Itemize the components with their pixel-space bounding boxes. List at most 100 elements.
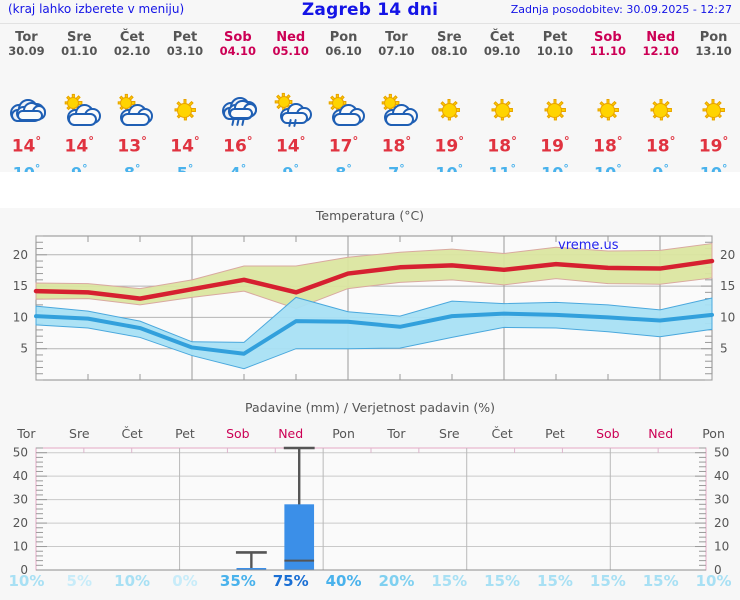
precipitation-probability-value: 15% [431, 572, 468, 590]
day-column: Sre 08.10 [423, 24, 476, 58]
header-divider [0, 23, 740, 24]
day-column: Tor 30.09 [0, 24, 53, 58]
day-name: Pet [542, 30, 568, 45]
sunny-icon [692, 94, 736, 130]
day-name: Ned [276, 30, 306, 45]
location-hint: (kraj lahko izberete v meniju) [8, 2, 185, 16]
temperature-plot: 5 5 10 10 15 15 20 20 [13, 235, 735, 381]
sunny-icon [586, 94, 630, 130]
precipitation-probability-row: 10% 5% 10% 0% 35% 75% 40% 20% 15% 15% 15% 15% 15% 10% [0, 572, 740, 596]
partly-cloudy-icon [374, 94, 418, 130]
day-date: 10.10 [536, 44, 574, 58]
svg-text:20: 20 [13, 516, 28, 530]
weather-icon-cell [423, 92, 476, 132]
svg-text:5: 5 [720, 342, 728, 356]
precipitation-chart: Padavine (mm) / Verjetnost padavin (%) T… [0, 400, 740, 600]
svg-text:20: 20 [13, 248, 28, 262]
day-date: 01.10 [61, 44, 98, 58]
precipitation-probability-value: 15% [589, 572, 626, 590]
precipitation-probability-value: 35% [219, 572, 256, 590]
day-column: Sre 01.10 [53, 24, 106, 58]
precipitation-probability-value: 15% [642, 572, 679, 590]
day-date: 07.10 [378, 44, 415, 58]
precipitation-chart-title: Padavine (mm) / Verjetnost padavin (%) [245, 400, 495, 415]
svg-text:0: 0 [714, 563, 722, 577]
weather-icon-cell [581, 92, 634, 132]
svg-text:20: 20 [720, 248, 735, 262]
page-header: (kraj lahko izberete v meniju) Zagreb 14… [0, 0, 740, 22]
precipitation-day-label: Pon [332, 426, 355, 441]
max-temperature-value: 14° [275, 134, 306, 157]
svg-text:15: 15 [13, 279, 28, 293]
day-name: Ned [646, 30, 676, 45]
svg-text:50: 50 [714, 446, 729, 460]
svg-text:0: 0 [20, 563, 28, 577]
section-spacer [0, 172, 740, 208]
svg-text:40: 40 [13, 469, 28, 483]
svg-text:10: 10 [13, 310, 28, 324]
max-temperature-value: 18° [645, 134, 676, 157]
weather-icon-cell [476, 92, 529, 132]
weather-icon-cell [687, 92, 740, 132]
svg-text:10: 10 [720, 310, 735, 324]
day-column: Ned 12.10 [634, 24, 687, 58]
max-temperature-value: 17° [328, 134, 359, 157]
svg-text:5: 5 [20, 342, 28, 356]
day-date: 04.10 [219, 44, 257, 58]
svg-text:10: 10 [714, 540, 729, 554]
svg-text:40: 40 [714, 469, 729, 483]
day-name: Pon [699, 30, 728, 45]
weather-icon-cell [53, 92, 106, 132]
precipitation-probability-value: 20% [378, 572, 415, 590]
precipitation-probability-value: 10% [8, 572, 45, 590]
weather-icons-row [0, 92, 740, 132]
last-update-label: Zadnja posodobitev: 30.09.2025 - 12:27 [510, 3, 732, 16]
svg-text:30: 30 [13, 493, 28, 507]
day-name: Tor [15, 30, 38, 45]
precipitation-probability-value: 5% [66, 572, 92, 590]
day-column: Pon 06.10 [317, 24, 370, 58]
precipitation-day-label: Tor [387, 426, 406, 441]
sun-rain-icon [269, 93, 313, 130]
precipitation-probability-value: 15% [537, 572, 573, 590]
weather-icon-cell [106, 92, 159, 132]
precipitation-probability-value: 10% [114, 572, 151, 590]
day-date: 30.09 [8, 44, 45, 58]
svg-text:50: 50 [13, 446, 28, 460]
sunny-icon [480, 94, 524, 130]
day-date: 06.10 [325, 44, 362, 58]
precipitation-day-label: Ned [278, 426, 304, 441]
weather-icon-cell [159, 92, 212, 132]
forecast-strip: Tor 30.09 Sre 01.10 Čet 02.10 Pet 03.10 Sob 04.10… [0, 24, 740, 182]
precipitation-day-labels: Tor Sre Čet Pet Sob Ned Pon Tor Sre Čet Pet Sob Ned P… [0, 426, 740, 444]
precipitation-probability-value: 0% [172, 572, 198, 590]
svg-text:20: 20 [714, 516, 729, 530]
precipitation-day-label: Pet [545, 426, 565, 441]
max-temperature-value: 19° [540, 134, 570, 157]
day-name: Pet [172, 30, 198, 45]
day-date: 02.10 [113, 44, 151, 58]
day-date: 11.10 [589, 44, 627, 58]
temperature-chart: Temperatura (°C) 5 5 10 10 15 15 20 20 [0, 208, 740, 400]
max-temperature-value: 14° [170, 134, 200, 157]
max-temperature-value: 18° [487, 134, 517, 157]
day-name: Čet [119, 30, 145, 45]
precipitation-day-label: Sob [596, 426, 620, 441]
day-column: Pet 03.10 [159, 24, 212, 58]
day-column: Sob 11.10 [581, 24, 634, 58]
day-column: Sob 04.10 [211, 24, 264, 58]
max-temperature-value: 19° [698, 134, 729, 157]
sunny-icon [427, 94, 471, 130]
max-temperature-value: 18° [381, 134, 412, 157]
temperature-chart-title: Temperatura (°C) [315, 208, 425, 223]
precipitation-plot: 0 0 10 10 20 20 30 30 40 40 50 50 [13, 446, 730, 577]
precipitation-probability-value: 40% [325, 572, 362, 590]
svg-text:30: 30 [714, 493, 729, 507]
day-name: Čet [489, 30, 515, 45]
day-column: Tor 07.10 [370, 24, 423, 58]
day-name: Sre [436, 30, 462, 45]
svg-text:10: 10 [13, 540, 28, 554]
partly-cloudy-icon [110, 94, 154, 130]
precipitation-day-label: Čet [491, 426, 513, 441]
